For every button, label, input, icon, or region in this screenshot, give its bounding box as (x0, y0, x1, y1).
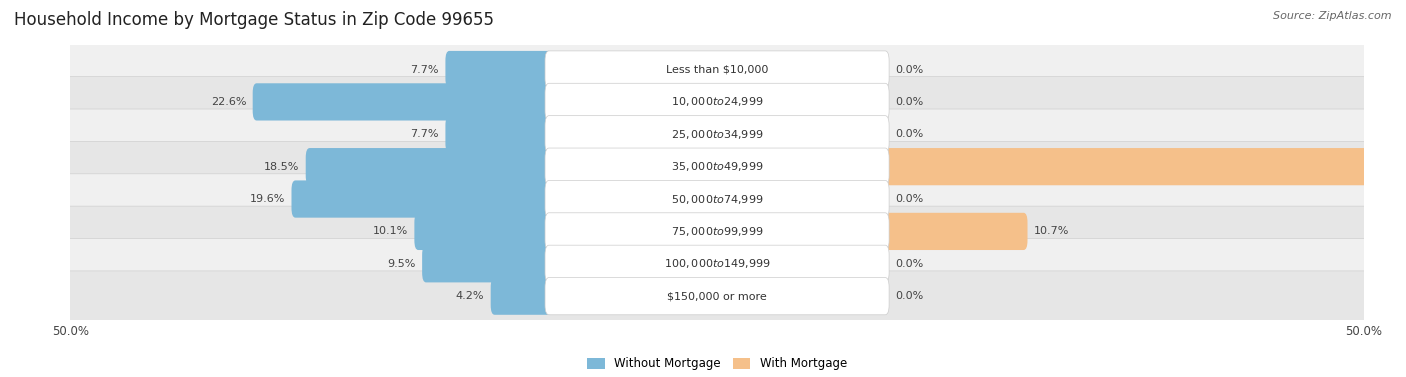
Text: $35,000 to $49,999: $35,000 to $49,999 (671, 160, 763, 173)
FancyBboxPatch shape (291, 181, 553, 218)
FancyBboxPatch shape (546, 83, 889, 121)
Text: 0.0%: 0.0% (896, 64, 924, 75)
FancyBboxPatch shape (882, 213, 1028, 250)
Text: Household Income by Mortgage Status in Zip Code 99655: Household Income by Mortgage Status in Z… (14, 11, 494, 29)
Text: Source: ZipAtlas.com: Source: ZipAtlas.com (1274, 11, 1392, 21)
FancyBboxPatch shape (546, 277, 889, 315)
FancyBboxPatch shape (882, 148, 1406, 185)
FancyBboxPatch shape (66, 271, 1368, 322)
Text: 9.5%: 9.5% (387, 259, 416, 269)
Text: 0.0%: 0.0% (896, 194, 924, 204)
Text: 22.6%: 22.6% (211, 97, 246, 107)
FancyBboxPatch shape (446, 51, 553, 88)
Text: 19.6%: 19.6% (250, 194, 285, 204)
FancyBboxPatch shape (546, 213, 889, 250)
Text: 10.1%: 10.1% (373, 227, 408, 236)
Text: $150,000 or more: $150,000 or more (668, 291, 766, 301)
Text: $25,000 to $34,999: $25,000 to $34,999 (671, 128, 763, 141)
FancyBboxPatch shape (66, 239, 1368, 289)
FancyBboxPatch shape (446, 116, 553, 153)
Text: 0.0%: 0.0% (896, 129, 924, 139)
Text: $50,000 to $74,999: $50,000 to $74,999 (671, 193, 763, 205)
Text: $100,000 to $149,999: $100,000 to $149,999 (664, 257, 770, 270)
FancyBboxPatch shape (415, 213, 553, 250)
FancyBboxPatch shape (66, 44, 1368, 95)
FancyBboxPatch shape (546, 181, 889, 218)
FancyBboxPatch shape (66, 141, 1368, 192)
FancyBboxPatch shape (66, 206, 1368, 257)
FancyBboxPatch shape (422, 245, 553, 282)
Text: 10.7%: 10.7% (1033, 227, 1070, 236)
Text: 0.0%: 0.0% (896, 259, 924, 269)
Text: 0.0%: 0.0% (896, 291, 924, 301)
FancyBboxPatch shape (546, 116, 889, 153)
FancyBboxPatch shape (546, 148, 889, 185)
Text: $75,000 to $99,999: $75,000 to $99,999 (671, 225, 763, 238)
FancyBboxPatch shape (546, 51, 889, 88)
FancyBboxPatch shape (305, 148, 553, 185)
Text: Less than $10,000: Less than $10,000 (666, 64, 768, 75)
FancyBboxPatch shape (546, 245, 889, 282)
Text: $10,000 to $24,999: $10,000 to $24,999 (671, 95, 763, 109)
Text: 7.7%: 7.7% (411, 64, 439, 75)
Legend: Without Mortgage, With Mortgage: Without Mortgage, With Mortgage (582, 352, 852, 375)
Text: 4.2%: 4.2% (456, 291, 484, 301)
Text: 7.7%: 7.7% (411, 129, 439, 139)
Text: 0.0%: 0.0% (896, 97, 924, 107)
Text: 18.5%: 18.5% (264, 162, 299, 172)
FancyBboxPatch shape (253, 83, 553, 121)
FancyBboxPatch shape (66, 109, 1368, 159)
FancyBboxPatch shape (66, 77, 1368, 127)
FancyBboxPatch shape (66, 174, 1368, 224)
FancyBboxPatch shape (491, 277, 553, 315)
